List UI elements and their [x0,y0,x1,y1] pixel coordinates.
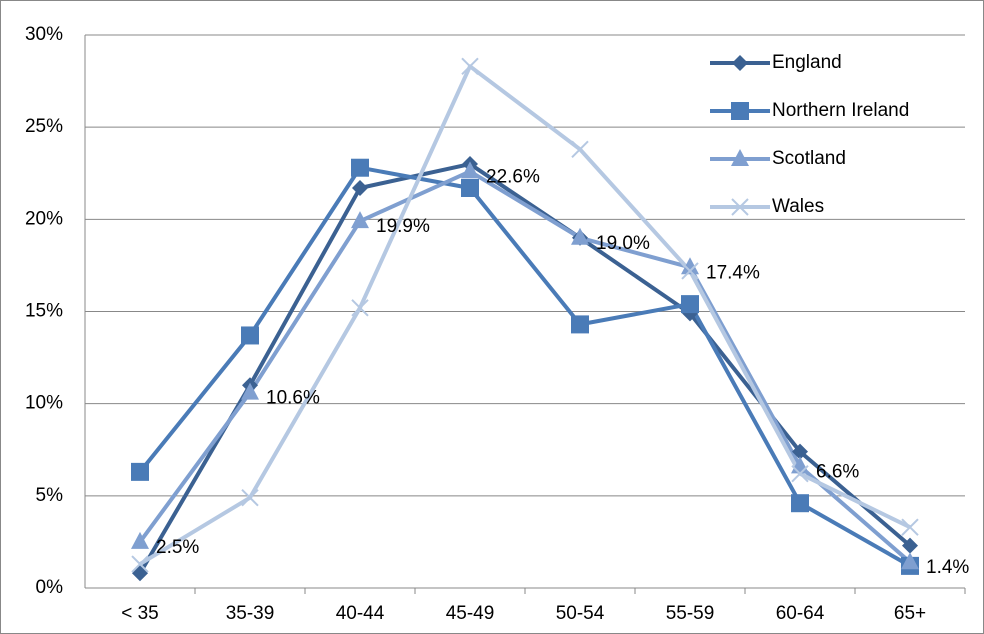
legend-marker [731,198,749,216]
y-tick-label: 5% [36,485,64,506]
data-point [791,465,809,483]
series-line [138,169,912,564]
data-point [902,537,918,554]
y-tick-label: 25% [25,116,63,137]
series-line [138,165,911,568]
y-tick-label: 15% [25,301,63,322]
data-label: 19.0% [596,233,650,254]
data-point [351,211,369,229]
data-point [241,326,259,345]
data-point [571,140,589,158]
data-label: 22.6% [486,166,540,187]
x-tick-label: 35-39 [226,603,275,624]
data-label: 19.9% [376,216,430,237]
data-label: 2.5% [156,537,199,558]
data-point [241,382,259,400]
data-point [131,531,149,549]
legend-label: England [772,52,842,73]
data-point [351,299,369,317]
legend-label: Wales [772,196,824,217]
data-point [352,179,368,196]
legend-label: Northern Ireland [772,100,909,121]
data-label: 6.6% [816,461,859,482]
legend-marker [732,55,748,71]
x-tick-label: 45-49 [446,603,495,624]
y-tick-label: 0% [36,577,64,598]
x-tick-label: 40-44 [336,603,385,624]
x-tick-label: 50-54 [556,603,605,624]
data-point [901,518,919,536]
x-tick-label: < 35 [121,603,159,624]
data-point [461,161,479,179]
y-tick-label: 30% [25,24,63,45]
data-label: 17.4% [706,262,760,283]
data-point [681,295,699,314]
data-point [571,315,589,334]
data-point [241,488,259,507]
legend-label: Scotland [772,148,846,169]
x-tick-label: 65+ [894,603,926,624]
data-point [351,158,369,177]
data-point [461,178,479,197]
data-point [792,443,808,460]
legend-marker [731,102,749,120]
x-tick-label: 60-64 [776,603,825,624]
y-tick-label: 20% [25,208,63,229]
data-point [461,57,479,76]
data-point [791,494,809,513]
data-label: 10.6% [266,388,320,409]
data-point [131,462,149,481]
y-tick-label: 10% [25,393,63,414]
legend-marker [731,149,749,166]
data-point [681,257,699,275]
data-point [681,262,699,280]
series-line [138,64,911,566]
data-point [131,555,149,573]
data-point [901,552,919,570]
series-line [138,162,912,575]
x-tick-label: 55-59 [666,603,715,624]
data-label: 1.4% [926,557,969,578]
data-point [571,227,589,245]
